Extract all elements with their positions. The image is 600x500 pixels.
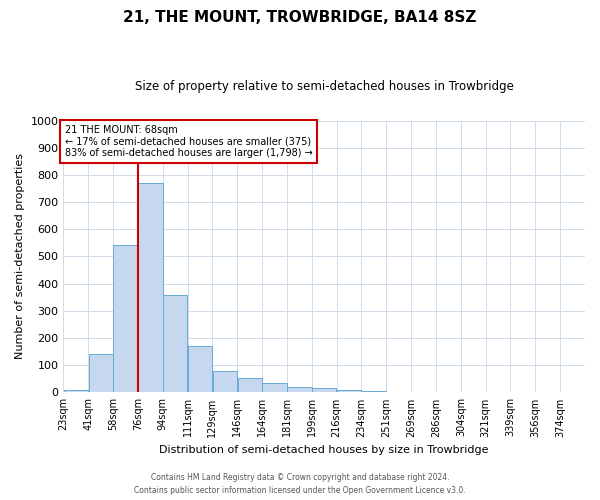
Text: 21, THE MOUNT, TROWBRIDGE, BA14 8SZ: 21, THE MOUNT, TROWBRIDGE, BA14 8SZ (124, 10, 476, 25)
Bar (113, 245, 137, 392)
Text: 21 THE MOUNT: 68sqm
← 17% of semi-detached houses are smaller (375)
83% of semi-: 21 THE MOUNT: 68sqm ← 17% of semi-detach… (65, 124, 313, 158)
Bar (163, 295, 187, 392)
Bar (89, 354, 113, 393)
Text: Contains HM Land Registry data © Crown copyright and database right 2024.
Contai: Contains HM Land Registry data © Crown c… (134, 474, 466, 495)
Bar (64, 390, 88, 392)
Bar (362, 391, 386, 392)
Bar (212, 370, 237, 392)
Y-axis label: Number of semi-detached properties: Number of semi-detached properties (15, 154, 25, 360)
Bar (238, 378, 262, 392)
Title: Size of property relative to semi-detached houses in Trowbridge: Size of property relative to semi-detach… (135, 80, 514, 93)
Bar (337, 390, 361, 392)
Bar (188, 346, 212, 393)
Bar (138, 183, 163, 392)
X-axis label: Distribution of semi-detached houses by size in Trowbridge: Distribution of semi-detached houses by … (160, 445, 489, 455)
Bar (312, 388, 337, 392)
Bar (287, 387, 311, 392)
Bar (262, 383, 287, 392)
